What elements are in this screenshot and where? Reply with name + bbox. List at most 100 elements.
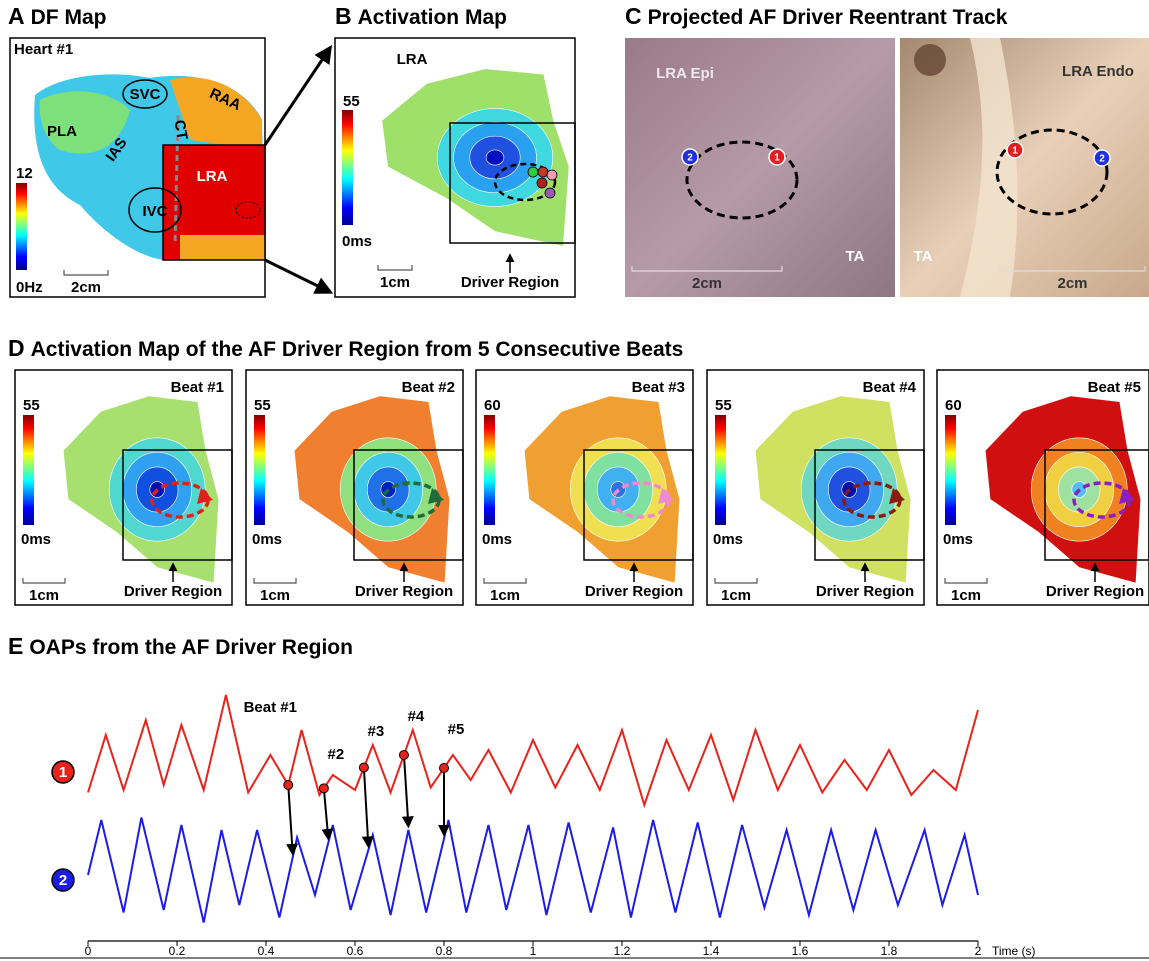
recording-site	[536, 177, 548, 189]
x-tick-label: 1.6	[792, 944, 809, 958]
endo-structure	[960, 38, 1018, 297]
colorbar	[484, 415, 495, 525]
anat-label: LRA	[197, 168, 228, 185]
beat-label: #3	[368, 723, 385, 740]
colorbar	[16, 183, 27, 270]
site-marker	[1093, 149, 1111, 167]
heart-label: Heart #1	[14, 41, 73, 58]
site-marker	[1006, 141, 1024, 159]
scale-bar-label: 1cm	[29, 587, 59, 604]
colorbar-max: 55	[254, 397, 271, 414]
scale-bar-label: 1cm	[721, 587, 751, 604]
x-tick-label: 0	[85, 944, 92, 958]
zoom-frame	[353, 449, 464, 561]
scale-bar	[999, 266, 1146, 272]
track-arrowhead	[428, 488, 444, 504]
x-tick-label: 0.4	[258, 944, 275, 958]
scale-bar	[22, 578, 66, 584]
panel-title-text: Activation Map	[358, 6, 507, 29]
driver-site	[235, 201, 261, 219]
colorbar	[23, 415, 34, 525]
scale-bar	[63, 270, 109, 276]
beat-label: Beat #1	[244, 699, 297, 716]
panel-letter: B	[335, 3, 352, 29]
x-axis-label: Time (s)	[992, 944, 1036, 958]
site-number: 1	[1012, 146, 1018, 157]
colorbar	[945, 415, 956, 525]
reentry-track	[685, 140, 799, 220]
activation-dot	[398, 750, 409, 760]
region-label: LRA	[397, 51, 428, 68]
trace-number: 1	[59, 764, 67, 781]
scale-bar-label: 1cm	[951, 587, 981, 604]
panel-title: B Activation Map	[335, 3, 507, 29]
colorbar-min: 0ms	[713, 531, 743, 548]
colorbar-max: 12	[16, 165, 33, 182]
driver-label: Driver Region	[355, 583, 453, 600]
scale-bar-label: 1cm	[380, 274, 410, 291]
activation-arrow	[286, 784, 299, 856]
zoom-arrow	[263, 45, 333, 146]
zoom-frame	[814, 449, 925, 561]
zoom-frame	[1044, 449, 1149, 561]
colorbar-min: 0ms	[482, 531, 512, 548]
photo-label: LRA Endo	[1062, 63, 1134, 80]
x-tick-label: 0.2	[169, 944, 186, 958]
oap-trace	[87, 817, 979, 923]
track-arrowhead	[658, 488, 674, 504]
site-marker	[681, 148, 699, 166]
beat-label: #4	[408, 708, 425, 725]
zoom-frame	[449, 122, 576, 244]
activation-arrow	[401, 754, 414, 829]
colorbar-min: 0ms	[342, 233, 372, 250]
photo-label: TA	[914, 248, 933, 265]
colorbar	[254, 415, 265, 525]
panel-frame	[936, 369, 1149, 606]
activation-dot	[318, 783, 329, 794]
lra-map-lower	[180, 235, 265, 260]
panel-title: E OAPs from the AF Driver Region	[8, 633, 353, 659]
colorbar	[715, 415, 726, 525]
panel-title: D Activation Map of the AF Driver Region …	[8, 335, 683, 361]
x-tick-label: 0.6	[347, 944, 364, 958]
photo-label: LRA Epi	[656, 65, 714, 82]
anat-label: IVC	[142, 203, 167, 220]
oap-trace	[87, 694, 979, 809]
beat-label: #2	[328, 746, 345, 763]
colorbar-max: 60	[484, 397, 501, 414]
panel-title: C Projected AF Driver Reentrant Track	[625, 3, 1008, 29]
driver-label: Driver Region	[461, 274, 559, 291]
heart-map-green	[39, 91, 130, 154]
scale-bar-label: 1cm	[490, 587, 520, 604]
activation-dot	[283, 780, 294, 790]
colorbar	[342, 110, 353, 225]
endo-hole	[914, 44, 946, 76]
x-tick-label: 2	[975, 944, 982, 958]
colorbar-max: 55	[715, 397, 732, 414]
colorbar-max: 55	[23, 397, 40, 414]
panel-letter: C	[625, 3, 642, 29]
ct-line	[173, 114, 180, 246]
site-number: 1	[774, 153, 780, 164]
beat-label: Beat #5	[1088, 379, 1141, 396]
activation-dot	[358, 762, 369, 773]
scale-bar	[253, 578, 297, 584]
track-arrowhead	[197, 488, 213, 504]
driver-label: Driver Region	[1046, 583, 1144, 600]
x-tick-label: 0.8	[436, 944, 453, 958]
panel-title-text: DF Map	[31, 6, 107, 29]
activation-arrow	[361, 767, 374, 849]
colorbar-min: 0ms	[21, 531, 51, 548]
scale-bar-label: 2cm	[71, 279, 101, 296]
beat-label: #5	[448, 721, 465, 738]
beat-label: Beat #1	[171, 379, 224, 396]
anat-label: SVC	[130, 86, 161, 103]
scale-bar	[483, 578, 527, 584]
driver-label: Driver Region	[124, 583, 222, 600]
photo-label: TA	[846, 248, 865, 265]
trace-number: 2	[59, 872, 67, 889]
epi-photo	[625, 38, 895, 297]
raa-map	[170, 77, 262, 150]
